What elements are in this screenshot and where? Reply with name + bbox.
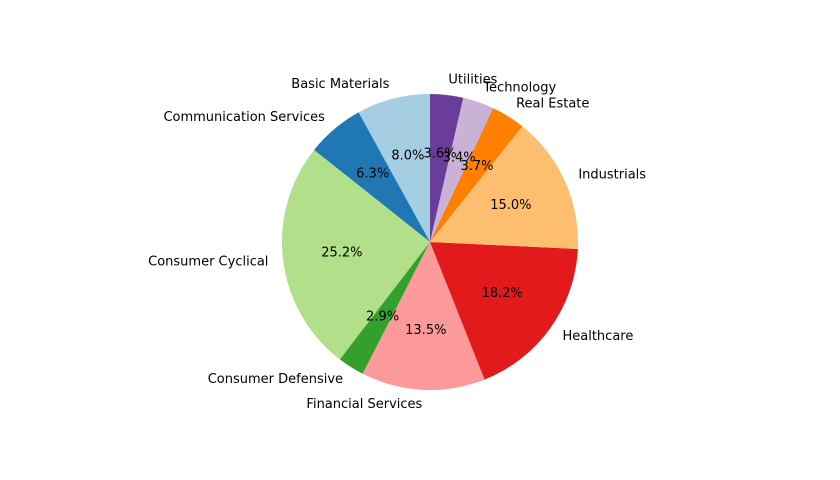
slice-pct-consumer-cyclical: 25.2%: [321, 245, 362, 260]
slice-pct-industrials: 15.0%: [490, 198, 531, 213]
pie-slice-financial-services: [362, 242, 485, 390]
slice-pct-technology: 3.4%: [443, 151, 476, 166]
slice-pct-basic-materials: 8.0%: [391, 149, 424, 164]
slice-label-healthcare: Healthcare: [562, 329, 633, 344]
slice-pct-real-estate: 3.7%: [460, 159, 493, 174]
slice-pct-financial-services: 13.5%: [405, 323, 446, 338]
pie-slices: [282, 94, 578, 390]
pie-slice-real-estate: [430, 108, 523, 242]
slice-label-consumer-defensive: Consumer Defensive: [208, 372, 343, 387]
slice-label-real-estate: Real Estate: [516, 96, 589, 111]
slice-label-industrials: Industrials: [578, 167, 646, 182]
pie-slice-utilities: [430, 94, 464, 242]
slice-pct-healthcare: 18.2%: [482, 286, 523, 301]
pie-slice-communication-services: [314, 112, 430, 242]
pie-percentage-labels: 8.0%6.3% 25.2% 2.9% 13.5% 18.2% 15.0% 3.7%3.4%…: [321, 146, 531, 338]
pie-slice-basic-materials: [358, 94, 430, 242]
pie-slice-healthcare: [430, 242, 578, 380]
pie-slice-industrials: [430, 126, 578, 249]
slice-label-technology: Technology: [482, 81, 556, 96]
slice-label-communication-services: Communication Services: [163, 110, 325, 125]
slice-pct-consumer-defensive: 2.9%: [366, 310, 399, 325]
slice-pct-communication-services: 6.3%: [356, 167, 389, 182]
pie-slice-consumer-defensive: [339, 242, 430, 374]
pie-slice-labels: Basic Materials Communication Services Con…: [148, 73, 646, 412]
slice-pct-utilities: 3.6%: [424, 146, 457, 161]
slice-label-basic-materials: Basic Materials: [291, 77, 389, 92]
slice-label-financial-services: Financial Services: [306, 397, 422, 412]
pie-slice-consumer-cyclical: [282, 150, 430, 360]
slice-label-utilities: Utilities: [448, 73, 497, 88]
slice-label-consumer-cyclical: Consumer Cyclical: [148, 254, 268, 269]
pie-slice-technology: [430, 97, 494, 242]
